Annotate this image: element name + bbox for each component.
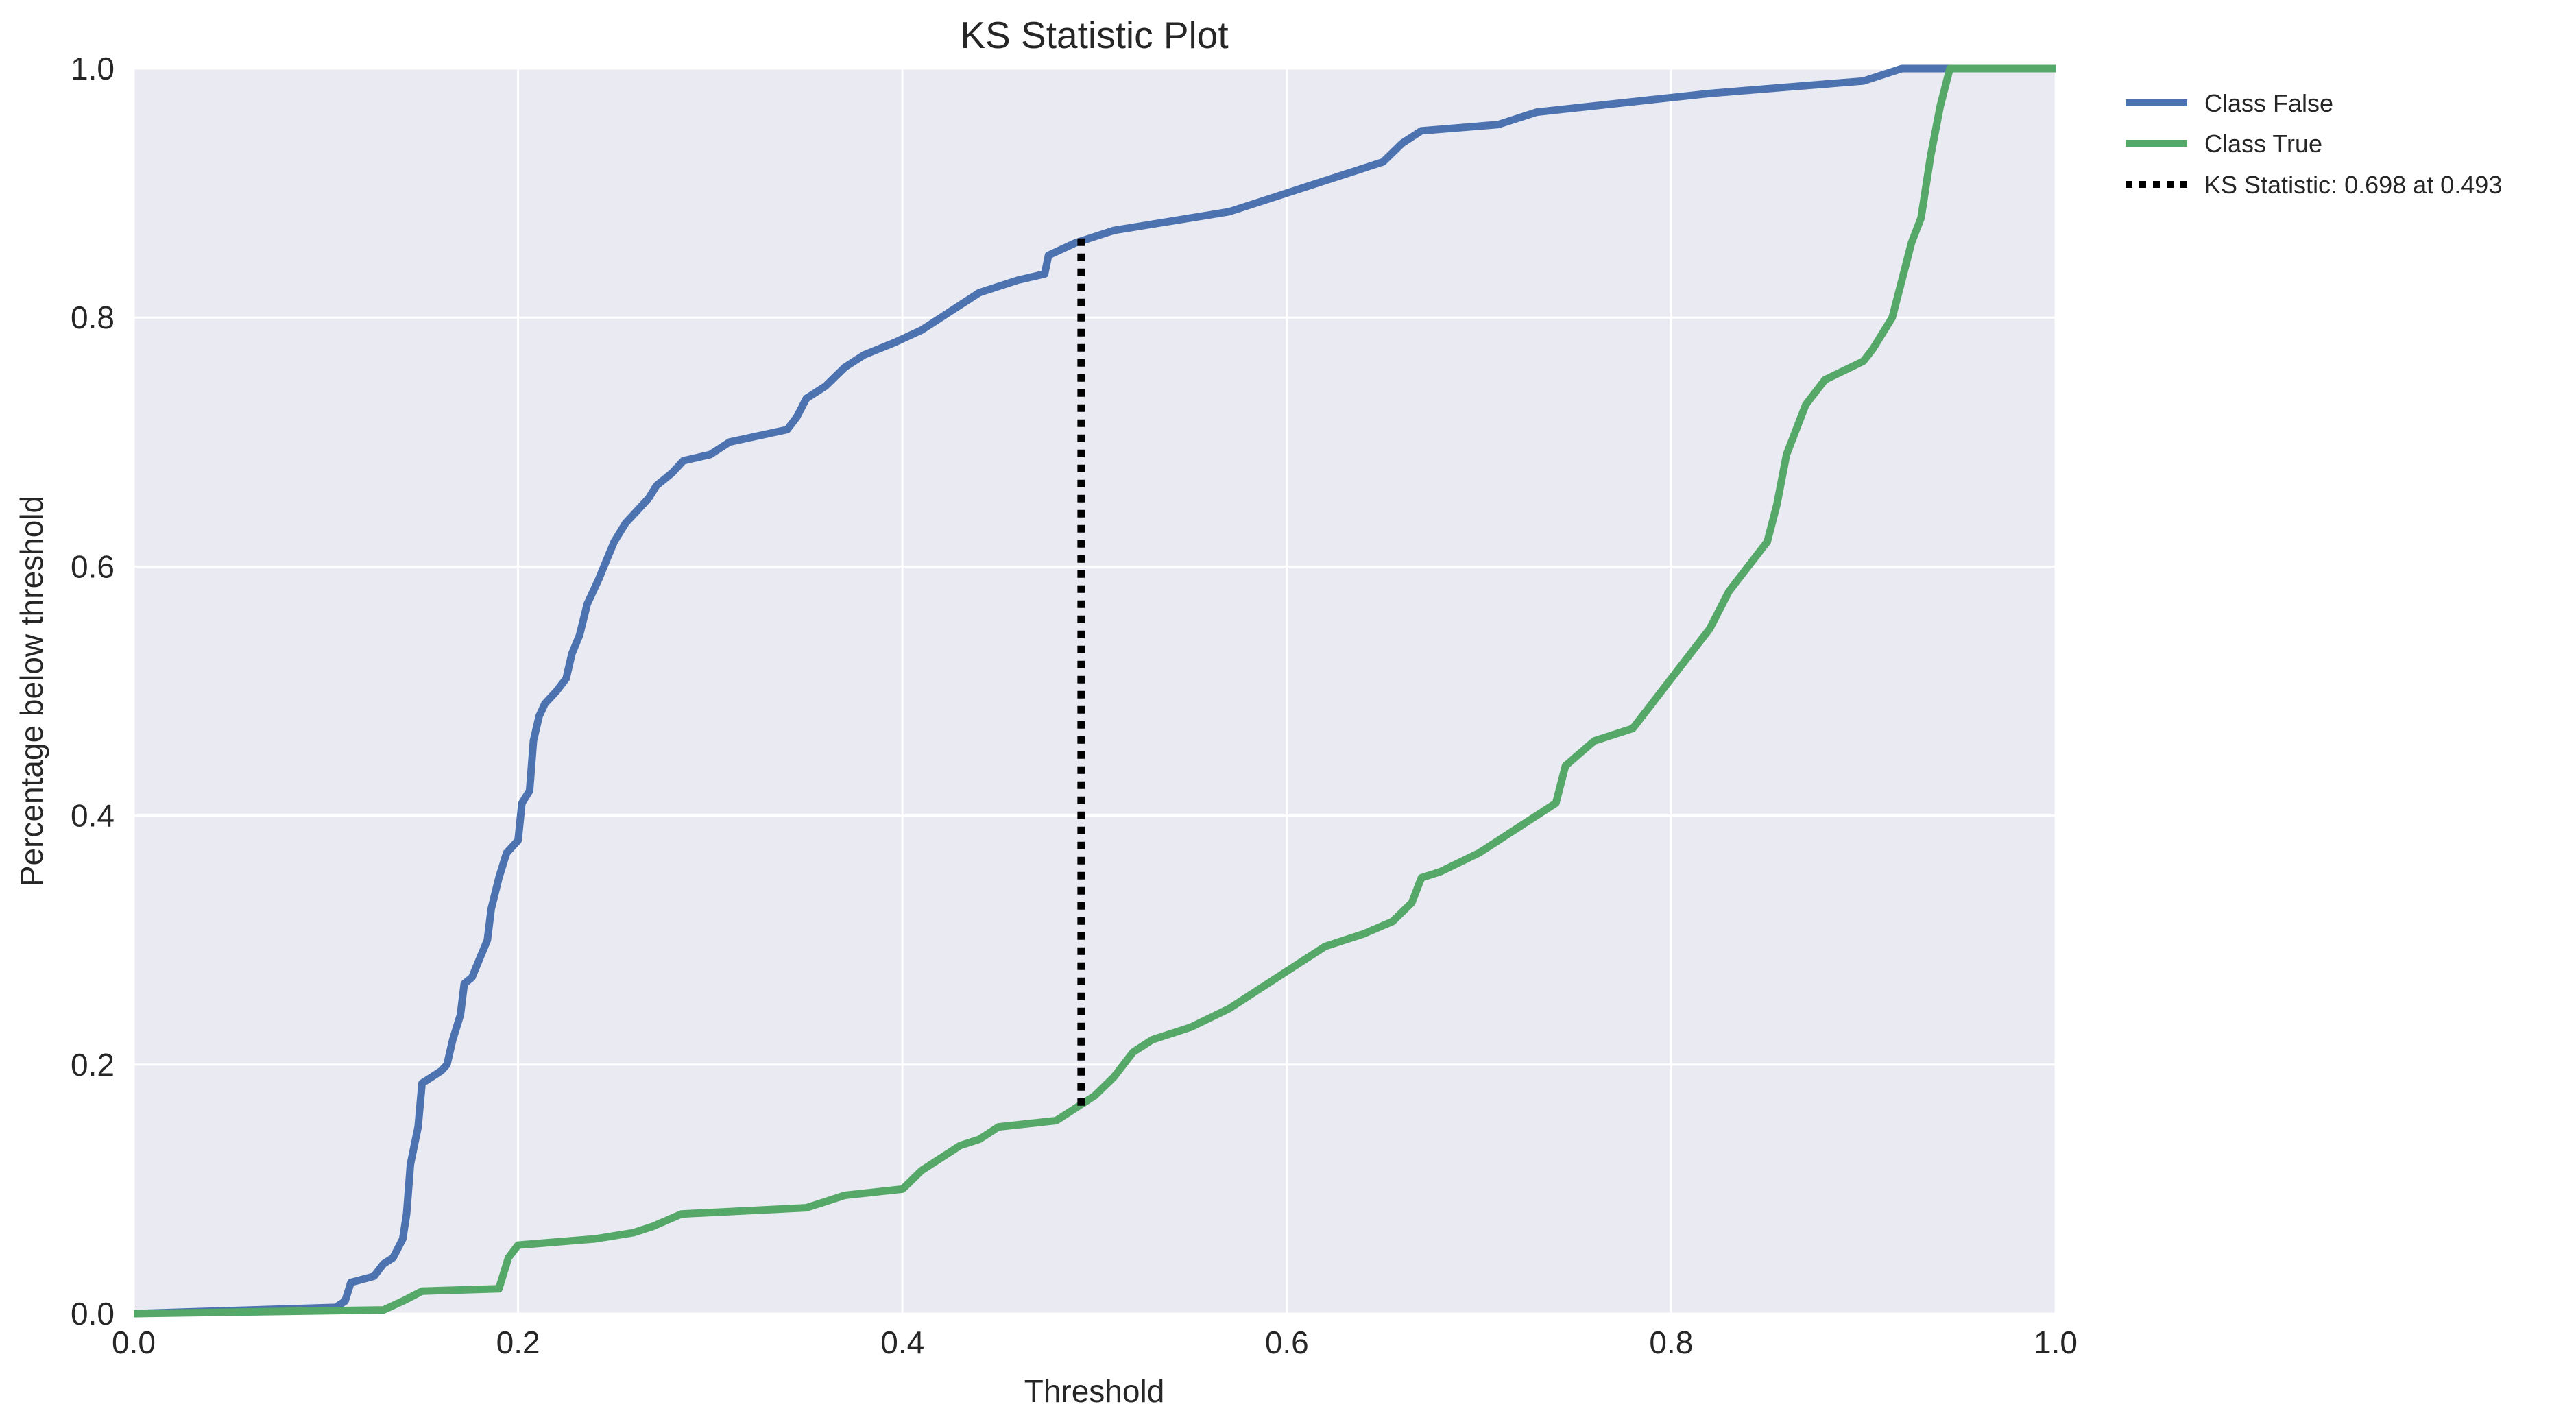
series-line-class-false (134, 64, 2056, 1318)
y-tick-label: 0.0 (71, 1296, 115, 1331)
y-axis-label: Percentage below threshold (14, 496, 49, 886)
legend-label-class-false: Class False (2204, 89, 2333, 117)
x-tick-label: 0.2 (496, 1325, 540, 1360)
y-tick-label: 0.8 (71, 300, 115, 335)
x-tick-label: 1.0 (2034, 1325, 2078, 1360)
y-tick-label: 0.6 (71, 548, 115, 584)
x-axis-label: Threshold (1024, 1373, 1165, 1409)
grid-lines (132, 67, 2057, 1315)
legend: Class False Class True KS Statistic: 0.6… (2126, 89, 2502, 199)
x-tick-label: 0.0 (112, 1325, 156, 1360)
y-tick-label: 1.0 (71, 51, 115, 86)
plot-area (134, 69, 2056, 1314)
x-tick-label: 0.8 (1649, 1325, 1693, 1360)
series-line-class-true (134, 64, 2056, 1318)
y-tick-label: 0.2 (71, 1047, 115, 1083)
y-tick-label: 0.4 (71, 798, 115, 834)
legend-label-class-true: Class True (2204, 130, 2322, 158)
y-tick-labels: 0.0 0.2 0.4 0.6 0.8 1.0 (71, 51, 115, 1331)
x-tick-label: 0.4 (880, 1325, 924, 1360)
x-tick-labels: 0.0 0.2 0.4 0.6 0.8 1.0 (112, 1325, 2078, 1360)
x-tick-label: 0.6 (1265, 1325, 1309, 1360)
chart-title: KS Statistic Plot (960, 14, 1228, 56)
legend-label-ks-statistic: KS Statistic: 0.698 at 0.493 (2204, 171, 2502, 199)
data-series (134, 64, 2056, 1318)
